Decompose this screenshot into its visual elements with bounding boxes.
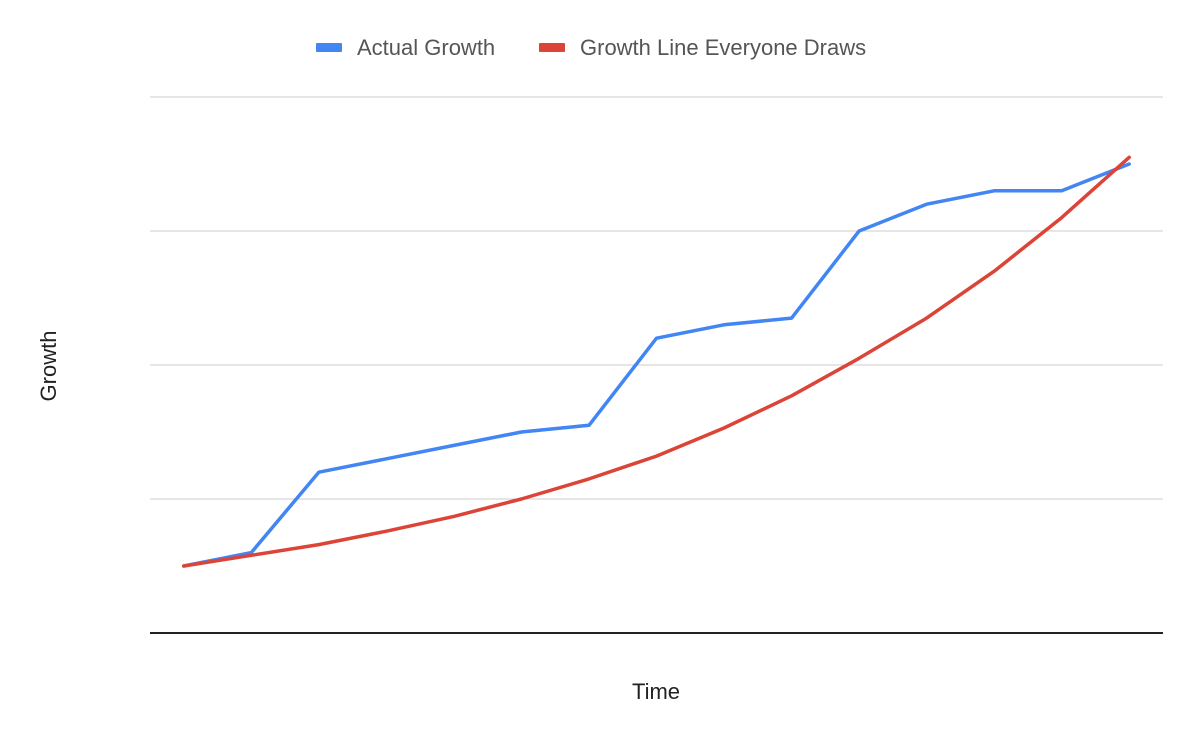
legend-swatch-actual-growth xyxy=(316,43,342,52)
legend-item-growth-line-everyone-draws[interactable]: Growth Line Everyone Draws xyxy=(539,35,866,60)
series-lines xyxy=(182,155,1131,568)
legend-swatch-growth-line-everyone-draws xyxy=(539,43,565,52)
legend[interactable]: Actual Growth Growth Line Everyone Draws xyxy=(316,35,866,60)
x-axis-label: Time xyxy=(632,679,680,704)
y-axis-label: Growth xyxy=(36,331,61,402)
gridlines xyxy=(150,96,1163,500)
series-line-actual-growth xyxy=(182,162,1131,568)
legend-item-actual-growth[interactable]: Actual Growth xyxy=(316,35,495,60)
legend-label-growth-line-everyone-draws: Growth Line Everyone Draws xyxy=(580,35,866,60)
legend-label-actual-growth: Actual Growth xyxy=(357,35,495,60)
series-line-growth-line-everyone-draws xyxy=(182,155,1131,568)
